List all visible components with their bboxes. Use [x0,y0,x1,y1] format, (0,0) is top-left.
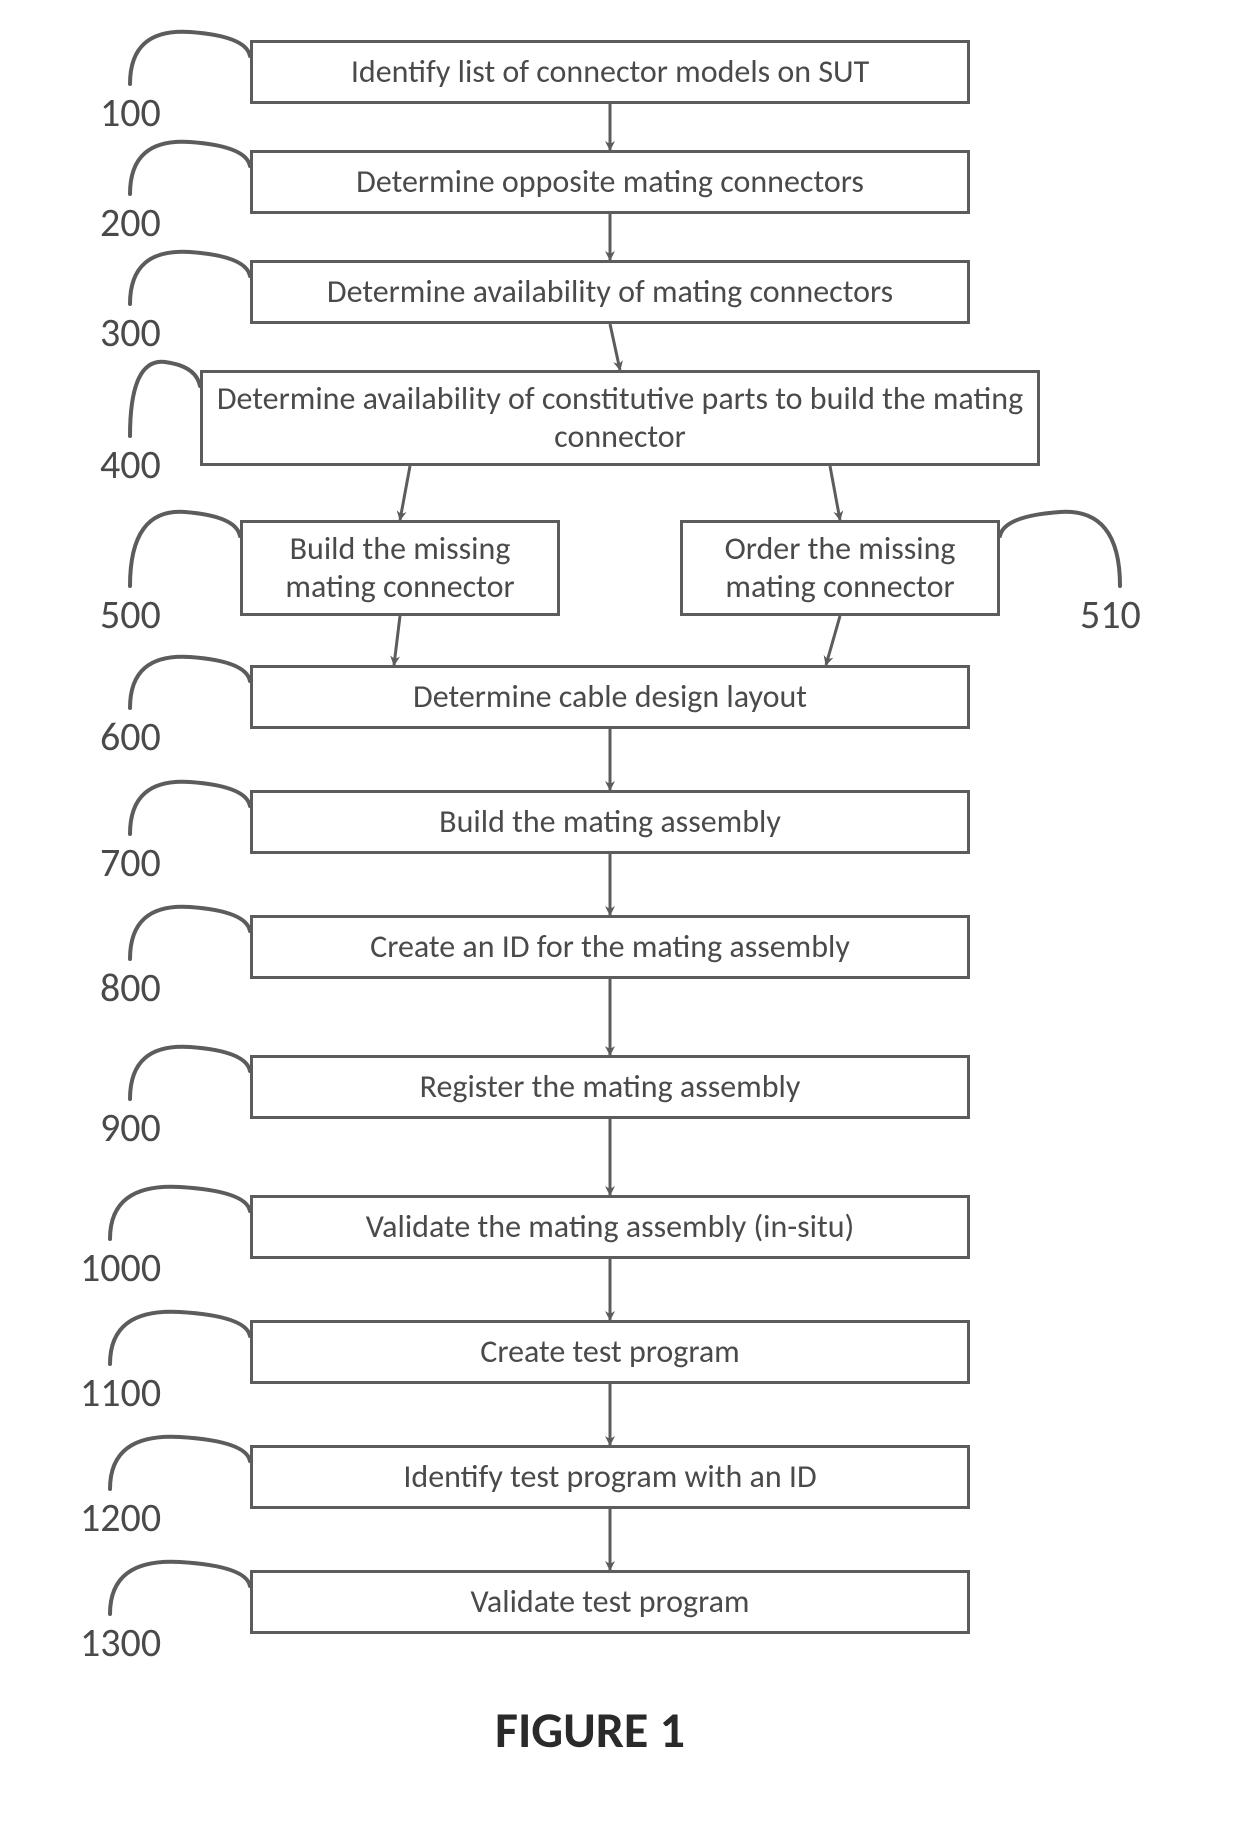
step-label-l600: 600 [100,712,161,761]
flow-step-b1300: Validate test program [250,1570,970,1634]
step-label-l1200: 1200 [80,1493,161,1542]
step-label-l1100: 1100 [80,1368,161,1417]
step-label-l700: 700 [100,838,161,887]
flow-step-b1200: Identify test program with an ID [250,1445,970,1509]
flow-step-b200: Determine opposite mating connectors [250,150,970,214]
step-label-l200: 200 [100,198,161,247]
flow-step-b700: Build the mating assembly [250,790,970,854]
step-label-l500: 500 [100,590,161,639]
flow-step-b600: Determine cable design layout [250,665,970,729]
flow-step-b510: Order the missing mating connector [680,520,1000,616]
step-label-l300: 300 [100,308,161,357]
step-label-l510: 510 [1080,590,1141,639]
step-label-l400: 400 [100,440,161,489]
flowchart-canvas: FIGURE 1 Identify list of connector mode… [0,0,1240,1834]
step-label-l800: 800 [100,963,161,1012]
step-label-l100: 100 [100,88,161,137]
flow-step-b500: Build the missing mating connector [240,520,560,616]
flow-step-b300: Determine availability of mating connect… [250,260,970,324]
flow-step-b400: Determine availability of constitutive p… [200,370,1040,466]
flow-step-b900: Register the mating assembly [250,1055,970,1119]
step-label-l1300: 1300 [80,1618,161,1667]
figure-title: FIGURE 1 [495,1700,685,1761]
flow-step-b1100: Create test program [250,1320,970,1384]
flow-step-b100: Identify list of connector models on SUT [250,40,970,104]
step-label-l900: 900 [100,1103,161,1152]
step-label-l1000: 1000 [80,1243,161,1292]
flow-step-b1000: Validate the mating assembly (in-situ) [250,1195,970,1259]
flow-step-b800: Create an ID for the mating assembly [250,915,970,979]
